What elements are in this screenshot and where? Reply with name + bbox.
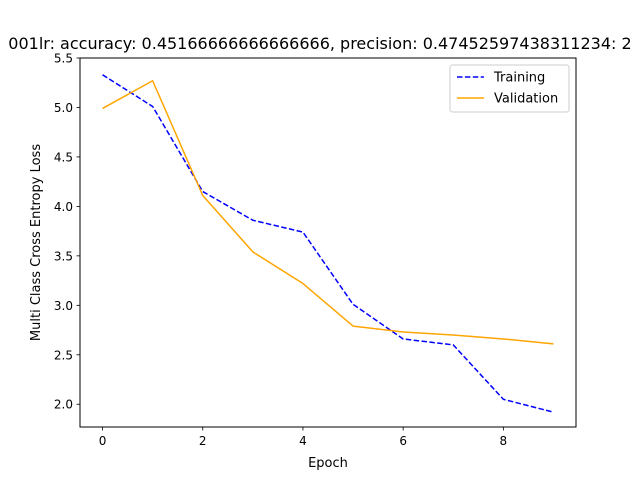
legend-box — [449, 64, 570, 113]
x-axis-ticks: 0 2 4 6 8 — [99, 427, 507, 448]
y-tick-label: 2.0 — [54, 398, 73, 412]
y-tick-label: 4.5 — [54, 150, 73, 164]
y-tick-label: 3.0 — [54, 299, 73, 313]
y-axis-label: Multi Class Cross Entropy Loss — [29, 144, 44, 341]
y-tick-label: 5.0 — [54, 101, 73, 115]
y-tick-label: 4.0 — [54, 200, 73, 214]
chart-title: 001lr: accuracy: 0.45166666666666666, pr… — [8, 34, 631, 53]
legend: Training Validation — [449, 64, 570, 113]
y-tick-label: 5.5 — [54, 52, 73, 66]
x-tick-label: 0 — [99, 434, 107, 448]
series-line-training — [102, 74, 554, 413]
x-tick-label: 4 — [299, 434, 307, 448]
series-line-validation — [102, 80, 554, 345]
y-axis-ticks: 2.0 2.5 3.0 3.5 4.0 4.5 5.0 5.5 — [54, 52, 80, 412]
legend-label-validation: Validation — [494, 92, 558, 107]
y-tick-label: 3.5 — [54, 249, 73, 263]
legend-label-training: Training — [493, 71, 545, 86]
x-axis-label: Epoch — [308, 456, 348, 471]
axes-layer — [79, 57, 577, 428]
x-tick-label: 6 — [399, 434, 407, 448]
x-tick-label: 8 — [500, 434, 508, 448]
series-layer — [102, 74, 554, 413]
plot-area — [80, 58, 576, 427]
axes-frame — [79, 57, 577, 428]
y-tick-label: 2.5 — [54, 348, 73, 362]
x-tick-label: 2 — [199, 434, 207, 448]
